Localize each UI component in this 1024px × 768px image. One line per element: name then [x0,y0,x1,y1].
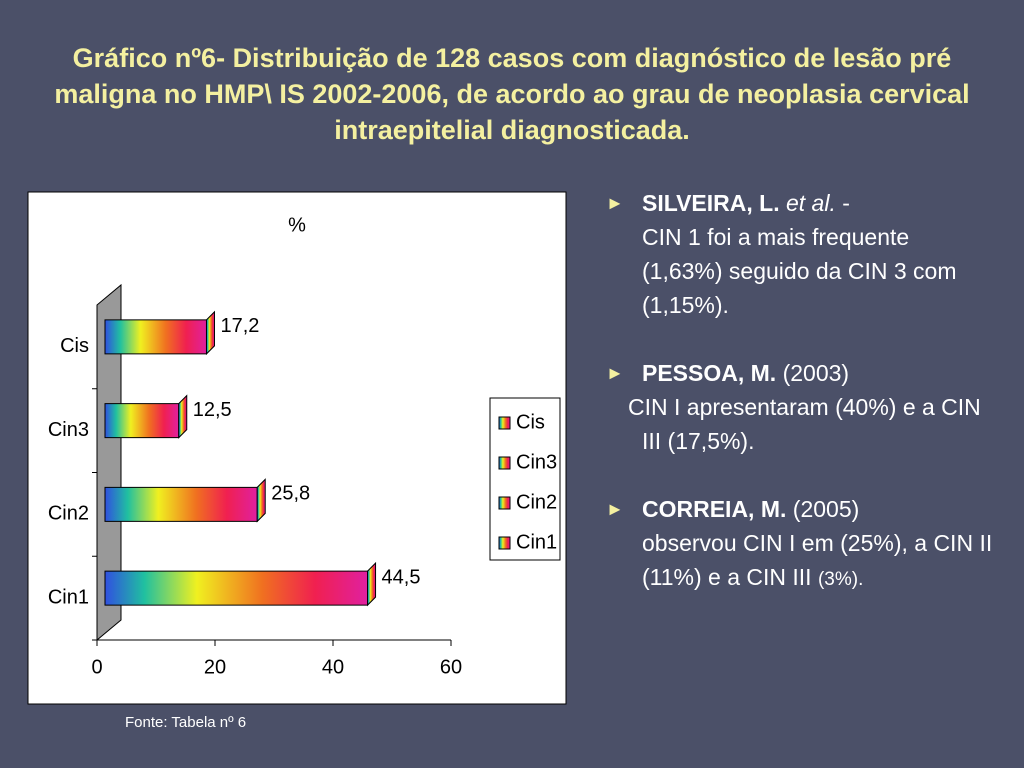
bar-end [205,310,215,356]
chart: % 0 20 40 60 44,5 Cin1 25,8 Cin2 12,5 Cin3 17,2 Cis… [27,191,567,705]
x-tick-label: 0 [91,656,102,678]
bar [104,570,369,606]
bar [104,319,207,355]
bar-end [367,561,377,607]
value-label: 25,8 [271,483,310,505]
author: CORREIA, M. [642,496,787,522]
y-tick-label: Cin2 [48,503,89,525]
bullet-list: ► SILVEIRA, L. et al. - CIN 1 foi a mais f… [604,186,994,631]
x-tick-label: 20 [204,656,226,678]
y-tick-label: Cin3 [48,419,89,441]
bullet: ► PESSOA, M. (2003) CIN I apresentaram (4… [606,360,981,454]
bar [104,486,258,522]
bullet-text: observou CIN I em (25%), a CIN II (11%) … [642,530,993,590]
chart-title: % [288,214,306,236]
bar-end [178,394,188,439]
y-tick-label: Cin1 [48,586,89,608]
bullet-text: CIN I apresentaram (40%) e a CIN III (17… [628,394,981,454]
value-label: 44,5 [382,566,421,588]
x-tick-label: 40 [322,656,344,678]
legend-label: Cis [516,411,545,433]
legend-swatch [498,536,511,550]
bar [104,403,180,439]
year: (2003) [782,360,850,386]
slide-title: Gráfico nº6- Distribuição de 128 casos c… [54,43,970,145]
legend-swatch [498,496,511,510]
author: PESSOA, M. [642,360,777,386]
legend-label: Cin2 [516,491,557,513]
value-label: 12,5 [193,399,232,421]
separator: - [842,190,850,216]
legend-label: Cin1 [516,531,557,553]
value-label: 17,2 [220,315,259,337]
et-al: et al. [785,190,836,216]
y-tick-label: Cis [60,335,89,357]
year: (2005) [792,496,860,522]
legend-swatch [498,416,511,430]
bar-end [256,478,266,523]
legend-label: Cin3 [516,451,557,473]
x-tick-label: 60 [440,656,462,678]
bullet: ► CORREIA, M. (2005) observou CIN I em (2… [606,496,993,590]
bullet-text: CIN 1 foi a mais frequente (1,63%) segui… [642,224,957,318]
author: SILVEIRA, L. [642,190,780,216]
bullet-tail: (3%). [817,569,864,590]
source-note: Fonte: Tabela nº 6 [125,714,247,731]
bullet: ► SILVEIRA, L. et al. - CIN 1 foi a mais f… [606,190,957,318]
legend-swatch [498,456,511,470]
